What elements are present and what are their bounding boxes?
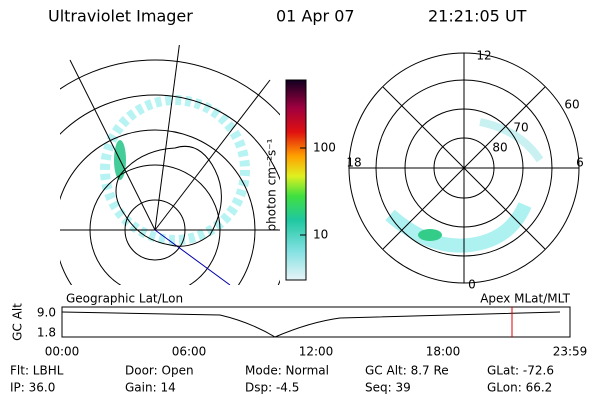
timeline-right-label: Apex MLat/MLT [480, 292, 570, 306]
title: Ultraviolet Imager [48, 7, 193, 26]
timeline-x-tick: 12:00 [299, 345, 334, 359]
lat-label: 60 [564, 98, 579, 112]
timeline-x-tick: 00:00 [45, 345, 80, 359]
timeline-y-title: GC Alt [11, 303, 25, 341]
lat-label: 70 [513, 121, 528, 135]
timeline-box [61, 306, 571, 338]
polar-plot [348, 52, 580, 284]
status-field: Seq: 39 [365, 381, 411, 395]
geographic-image [60, 45, 280, 285]
timeline-x-tick: 06:00 [172, 345, 207, 359]
status-field: GLon: 66.2 [487, 381, 552, 395]
altitude-curve [61, 311, 561, 338]
timeline-y-tick: 9.0 [37, 306, 56, 320]
mlt-label: 12 [476, 49, 491, 63]
time: 21:21:05 UT [428, 7, 527, 26]
timeline-x-tick: 18:00 [426, 345, 461, 359]
mlt-label: 0 [468, 278, 476, 292]
timeline-left-label: Geographic Lat/Lon [66, 292, 183, 306]
date: 01 Apr 07 [276, 7, 355, 26]
mlt-label: 18 [346, 156, 361, 170]
timeline-y-tick: 1.8 [37, 326, 56, 340]
colorbar [285, 79, 307, 281]
lat-label: 80 [492, 141, 507, 155]
status-field: Mode: Normal [245, 364, 329, 378]
colorbar-tick: 10 [313, 228, 328, 242]
mlt-label: 6 [576, 156, 584, 170]
status-field: Flt: LBHL [10, 364, 64, 378]
status-field: Gain: 14 [125, 381, 176, 395]
timeline-x-tick: 23:59 [553, 345, 588, 359]
status-field: IP: 36.0 [10, 381, 55, 395]
colorbar-tick: 100 [313, 141, 336, 155]
colorbar-label: photon cm⁻²s⁻¹ [265, 138, 279, 231]
status-field: GC Alt: 8.7 Re [365, 364, 449, 378]
status-field: GLat: -72.6 [487, 364, 554, 378]
status-field: Door: Open [125, 364, 194, 378]
status-field: Dsp: -4.5 [245, 381, 299, 395]
